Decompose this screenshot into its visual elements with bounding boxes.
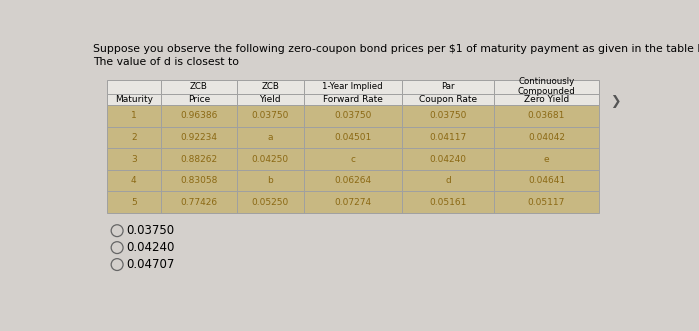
Bar bbox=[107, 105, 161, 127]
Text: ZCB: ZCB bbox=[261, 82, 279, 91]
Text: 0.03750: 0.03750 bbox=[126, 224, 174, 237]
Text: 4: 4 bbox=[131, 176, 136, 185]
Text: Suppose you observe the following zero-coupon bond prices per $1 of maturity pay: Suppose you observe the following zero-c… bbox=[93, 44, 699, 54]
Bar bbox=[237, 148, 303, 170]
Text: a: a bbox=[268, 133, 273, 142]
Text: 0.77426: 0.77426 bbox=[180, 198, 217, 207]
Bar bbox=[303, 94, 402, 105]
Bar bbox=[494, 170, 599, 191]
Text: 0.07274: 0.07274 bbox=[334, 198, 371, 207]
Text: d: d bbox=[445, 176, 451, 185]
Text: 0.05161: 0.05161 bbox=[429, 198, 467, 207]
Bar bbox=[402, 191, 494, 213]
Bar bbox=[161, 127, 237, 148]
Text: 0.04707: 0.04707 bbox=[126, 258, 174, 271]
Text: 0.96386: 0.96386 bbox=[180, 112, 217, 120]
Bar bbox=[161, 191, 237, 213]
Bar bbox=[107, 94, 161, 105]
Text: 0.04117: 0.04117 bbox=[429, 133, 467, 142]
Bar bbox=[107, 191, 161, 213]
Text: 0.04042: 0.04042 bbox=[528, 133, 565, 142]
Bar bbox=[237, 170, 303, 191]
Text: Forward Rate: Forward Rate bbox=[323, 95, 383, 104]
Text: Yield: Yield bbox=[259, 95, 281, 104]
Text: 0.03750: 0.03750 bbox=[429, 112, 467, 120]
Bar bbox=[402, 127, 494, 148]
Bar bbox=[107, 80, 161, 94]
Text: ❯: ❯ bbox=[610, 95, 621, 108]
Bar bbox=[303, 191, 402, 213]
Bar bbox=[161, 94, 237, 105]
Text: 0.03681: 0.03681 bbox=[528, 112, 565, 120]
Text: 1-Year Implied: 1-Year Implied bbox=[322, 82, 383, 91]
Text: 5: 5 bbox=[131, 198, 136, 207]
Text: 0.03750: 0.03750 bbox=[334, 112, 371, 120]
Bar bbox=[303, 105, 402, 127]
Bar bbox=[303, 148, 402, 170]
Bar bbox=[402, 94, 494, 105]
Text: Zero Yield: Zero Yield bbox=[524, 95, 569, 104]
Text: 3: 3 bbox=[131, 155, 136, 164]
Text: 1: 1 bbox=[131, 112, 136, 120]
Bar bbox=[161, 170, 237, 191]
Text: 0.04240: 0.04240 bbox=[126, 241, 174, 254]
Bar bbox=[303, 127, 402, 148]
Bar bbox=[303, 80, 402, 94]
Text: 0.88262: 0.88262 bbox=[180, 155, 217, 164]
Bar bbox=[402, 148, 494, 170]
Bar bbox=[494, 191, 599, 213]
Bar bbox=[494, 94, 599, 105]
Bar bbox=[107, 148, 161, 170]
Bar bbox=[402, 80, 494, 94]
Bar bbox=[494, 148, 599, 170]
Text: 0.06264: 0.06264 bbox=[334, 176, 371, 185]
Bar bbox=[237, 191, 303, 213]
Text: The value of d is closest to: The value of d is closest to bbox=[93, 57, 239, 67]
Text: 0.03750: 0.03750 bbox=[252, 112, 289, 120]
Bar bbox=[237, 80, 303, 94]
Bar bbox=[107, 127, 161, 148]
Text: 0.04240: 0.04240 bbox=[430, 155, 466, 164]
Text: 0.04501: 0.04501 bbox=[334, 133, 371, 142]
Bar bbox=[237, 105, 303, 127]
Text: b: b bbox=[268, 176, 273, 185]
Text: c: c bbox=[350, 155, 355, 164]
Text: 2: 2 bbox=[131, 133, 136, 142]
Bar bbox=[402, 170, 494, 191]
Text: 0.05250: 0.05250 bbox=[252, 198, 289, 207]
Text: Price: Price bbox=[188, 95, 210, 104]
Bar bbox=[161, 148, 237, 170]
Text: Maturity: Maturity bbox=[115, 95, 153, 104]
Bar bbox=[494, 105, 599, 127]
Bar bbox=[494, 80, 599, 94]
Text: 0.04641: 0.04641 bbox=[528, 176, 565, 185]
Bar bbox=[303, 170, 402, 191]
Text: ZCB: ZCB bbox=[190, 82, 208, 91]
Text: Coupon Rate: Coupon Rate bbox=[419, 95, 477, 104]
Bar bbox=[494, 127, 599, 148]
Text: e: e bbox=[544, 155, 549, 164]
Text: 0.92234: 0.92234 bbox=[180, 133, 217, 142]
Bar bbox=[161, 80, 237, 94]
Text: 0.04250: 0.04250 bbox=[252, 155, 289, 164]
Text: 0.05117: 0.05117 bbox=[528, 198, 565, 207]
Bar bbox=[161, 105, 237, 127]
Text: Par: Par bbox=[441, 82, 455, 91]
Bar bbox=[107, 170, 161, 191]
Bar bbox=[237, 127, 303, 148]
Text: Continuously
Compounded: Continuously Compounded bbox=[518, 77, 575, 96]
Text: 0.83058: 0.83058 bbox=[180, 176, 217, 185]
Bar bbox=[237, 94, 303, 105]
Bar bbox=[402, 105, 494, 127]
